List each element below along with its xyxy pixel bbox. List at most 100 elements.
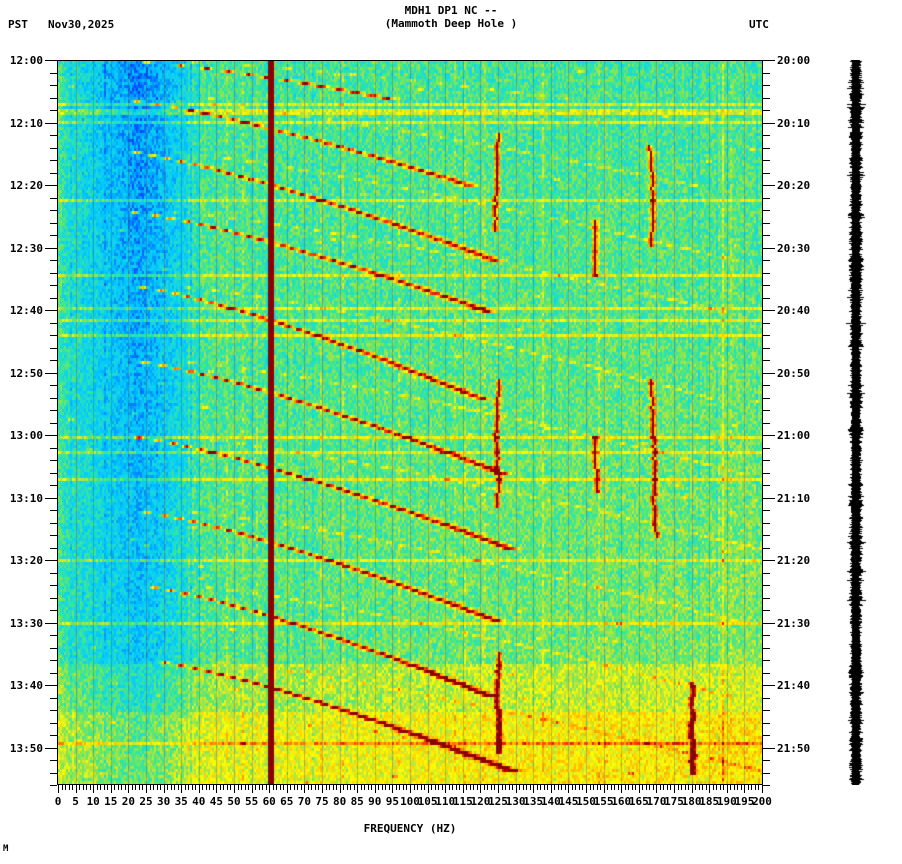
seismogram-trace (845, 60, 867, 785)
y-tick-minor (763, 572, 770, 574)
x-tick-minor (702, 785, 704, 790)
x-tick-minor (79, 785, 81, 790)
y-tick-minor (763, 210, 770, 211)
y-tick-minor (50, 397, 57, 399)
y-tick-minor (763, 597, 770, 599)
x-tick-major (269, 785, 271, 793)
y-tick-minor (763, 772, 770, 774)
x-tick-minor (733, 785, 735, 790)
x-tick-minor (469, 785, 471, 790)
x-tick-label: 35 (174, 795, 188, 808)
x-tick-label: 55 (244, 795, 259, 808)
x-tick-minor (705, 785, 707, 790)
x-tick-label: 165 (628, 795, 649, 808)
x-tick-minor (265, 785, 267, 790)
y-tick-minor (763, 135, 770, 136)
x-tick-minor (212, 785, 214, 790)
y-tick-minor (50, 460, 57, 461)
x-tick-label: 110 (435, 795, 456, 808)
y-tick-minor (763, 460, 770, 461)
x-tick-label: 175 (664, 795, 684, 808)
y-tick-minor (50, 147, 57, 149)
y-tick-minor (763, 547, 770, 549)
y-tick-minor (50, 85, 57, 86)
x-tick-minor (512, 785, 514, 790)
y-tick-minor (50, 572, 57, 574)
x-tick-minor (191, 785, 193, 790)
x-tick-minor (737, 785, 739, 790)
x-tick-minor (188, 785, 190, 790)
x-tick-label: 185 (699, 795, 720, 808)
y-tick-minor (763, 510, 770, 511)
y-tick-minor (763, 760, 770, 761)
y-tick-minor (763, 322, 770, 324)
x-tick-minor (248, 785, 250, 790)
x-tick-major (110, 785, 112, 793)
x-tick-minor (452, 785, 454, 790)
x-tick-minor (677, 785, 679, 790)
y-tick-label-utc: 21:30 (777, 616, 811, 630)
x-tick-minor (600, 785, 602, 790)
x-tick-minor (424, 785, 426, 790)
y-tick-minor (763, 585, 770, 586)
x-tick-minor (160, 785, 162, 790)
x-tick-label: 0 (54, 795, 62, 808)
y-tick-minor (50, 135, 57, 136)
y-tick-minor (50, 160, 57, 161)
x-tick-label: 20 (121, 795, 136, 808)
y-tick-label-pst: 13:10 (9, 491, 43, 505)
x-tick-minor (417, 785, 419, 790)
x-tick-label: 135 (523, 795, 544, 808)
y-tick-major (45, 747, 57, 749)
x-tick-minor (402, 785, 404, 790)
x-tick-minor (441, 785, 443, 790)
x-tick-major (163, 785, 165, 793)
x-tick-label: 70 (297, 795, 312, 808)
x-tick-minor (336, 785, 338, 790)
y-tick-label-pst: 13:30 (9, 616, 43, 630)
x-tick-minor (272, 785, 274, 790)
x-tick-minor (100, 785, 102, 790)
y-tick-major (763, 560, 775, 561)
x-tick-minor (508, 785, 510, 790)
x-tick-label: 125 (488, 795, 508, 808)
x-tick-major (674, 785, 675, 793)
x-tick-minor (346, 785, 348, 790)
x-tick-minor (420, 785, 422, 790)
x-tick-minor (455, 785, 457, 790)
x-tick-minor (519, 785, 521, 790)
x-tick-minor (138, 785, 140, 790)
y-tick-label-pst: 13:00 (9, 429, 43, 442)
y-tick-minor (763, 422, 770, 424)
y-tick-label-utc: 21:10 (777, 491, 811, 505)
x-tick-minor (255, 785, 257, 790)
x-tick-major (75, 785, 77, 793)
x-tick-minor (431, 785, 433, 790)
x-tick-minor (557, 785, 559, 790)
x-tick-minor (645, 785, 647, 790)
x-tick-major (462, 785, 464, 793)
y-tick-minor (763, 222, 770, 224)
spectrogram-image (58, 61, 762, 784)
x-tick-label: 155 (593, 795, 614, 808)
y-tick-label-pst: 12:30 (9, 241, 43, 255)
x-tick-major (568, 785, 570, 793)
y-tick-minor (763, 785, 770, 786)
x-tick-major (603, 785, 605, 793)
x-tick-major (427, 785, 429, 793)
x-tick-minor (332, 785, 334, 790)
x-tick-major (286, 785, 288, 793)
x-tick-minor (114, 785, 116, 790)
y-tick-minor (50, 472, 57, 474)
x-tick-minor (758, 785, 760, 790)
y-tick-minor (763, 172, 770, 174)
y-tick-major (763, 747, 775, 749)
x-tick-minor (740, 785, 742, 790)
x-tick-label: 10 (86, 795, 100, 808)
y-tick-minor (50, 722, 57, 724)
x-tick-minor (343, 785, 345, 790)
y-tick-minor (50, 285, 57, 286)
x-tick-minor (170, 785, 172, 790)
y-tick-major (45, 247, 57, 249)
x-tick-major (198, 785, 200, 793)
